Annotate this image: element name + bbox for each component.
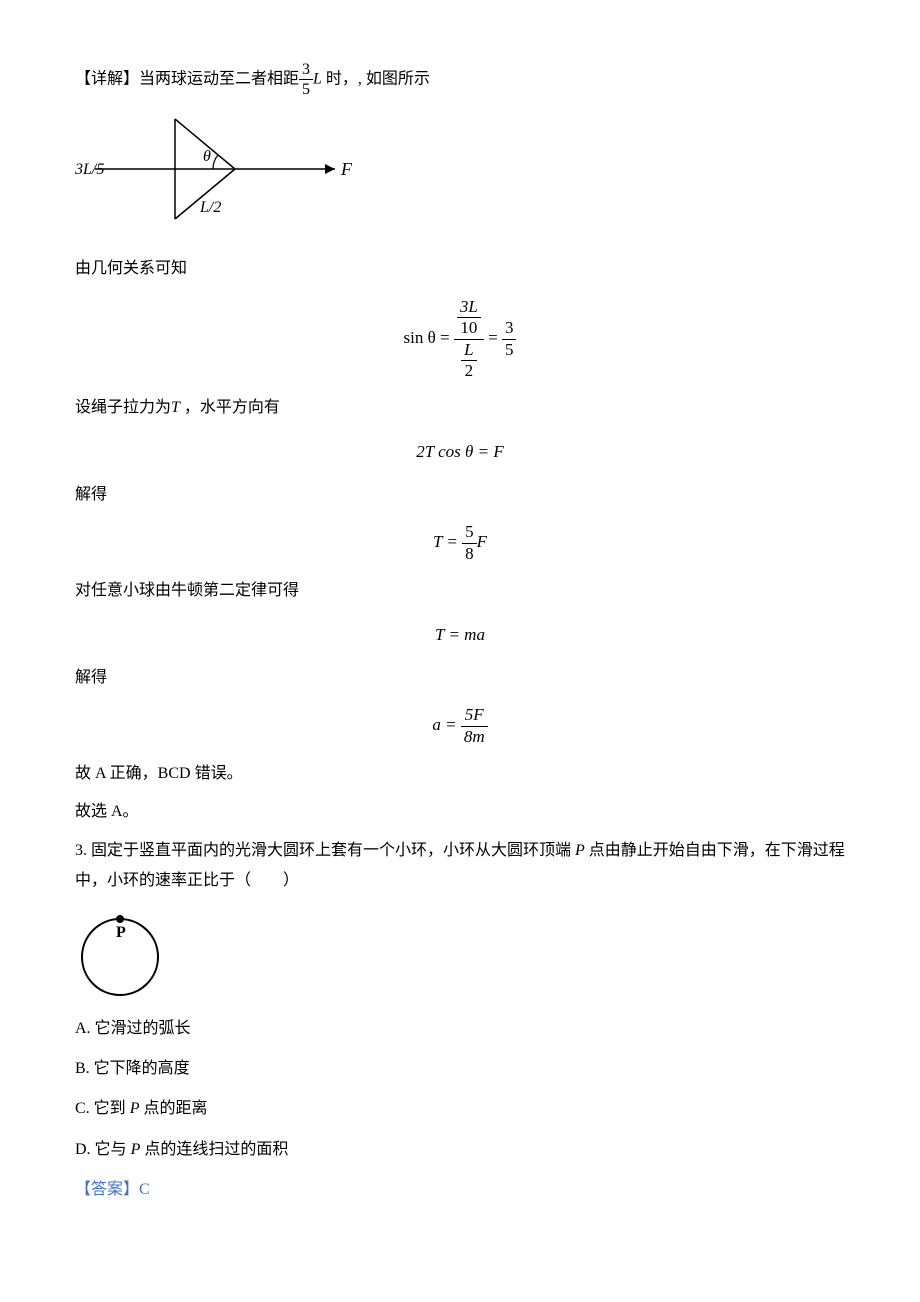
circle-svg: P	[75, 907, 170, 1002]
intro-var: L	[313, 70, 322, 87]
option-a: A. 它滑过的弧长	[75, 1014, 845, 1044]
intro-prefix: 【详解】当两球运动至二者相距	[75, 70, 299, 87]
svg-text:θ: θ	[203, 148, 211, 165]
q3-options: A. 它滑过的弧长 B. 它下降的高度 C. 它到 P 点的距离 D. 它与 P…	[75, 1014, 845, 1166]
t3: 解得	[75, 480, 845, 510]
svg-text:F: F	[340, 159, 353, 179]
eq5: a = 5F8m	[75, 705, 845, 747]
eq4: T = ma	[75, 619, 845, 651]
eq1: sin θ = 3L10L2 = 35	[75, 297, 845, 382]
option-d: D. 它与 P 点的连线扫过的面积	[75, 1135, 845, 1165]
svg-text:3L/5: 3L/5	[75, 161, 104, 178]
triangle-diagram: 3L/5 θ L/2 F	[75, 109, 845, 234]
q3-answer: 【答案】C	[75, 1175, 845, 1205]
eq1-right-frac: 35	[502, 318, 517, 360]
eq3: T = 58F	[75, 522, 845, 564]
t2-line: 设绳子拉力为T ，水平方向有	[75, 393, 845, 423]
eq2: 2T cos θ = F	[75, 436, 845, 468]
svg-text:P: P	[116, 924, 126, 941]
eq1-left-frac: 3L10L2	[454, 297, 484, 382]
intro-line: 【详解】当两球运动至二者相距35L 时，, 如图所示	[75, 60, 845, 99]
t5: 解得	[75, 663, 845, 693]
conc1: 故 A 正确，BCD 错误。	[75, 759, 845, 789]
q3-stem: 3. 固定于竖直平面内的光滑大圆环上套有一个小环，小环从大圆环顶端 P 点由静止…	[75, 836, 845, 897]
triangle-svg: 3L/5 θ L/2 F	[75, 109, 355, 234]
svg-text:L/2: L/2	[199, 199, 221, 216]
frac-3-5: 35	[299, 60, 313, 99]
option-c: C. 它到 P 点的距离	[75, 1094, 845, 1124]
conc2: 故选 A。	[75, 797, 845, 827]
intro-suffix: 时，, 如图所示	[322, 70, 430, 87]
t1: 由几何关系可知	[75, 254, 845, 284]
option-b: B. 它下降的高度	[75, 1054, 845, 1084]
circle-diagram: P	[75, 907, 845, 1002]
t4: 对任意小球由牛顿第二定律可得	[75, 576, 845, 606]
